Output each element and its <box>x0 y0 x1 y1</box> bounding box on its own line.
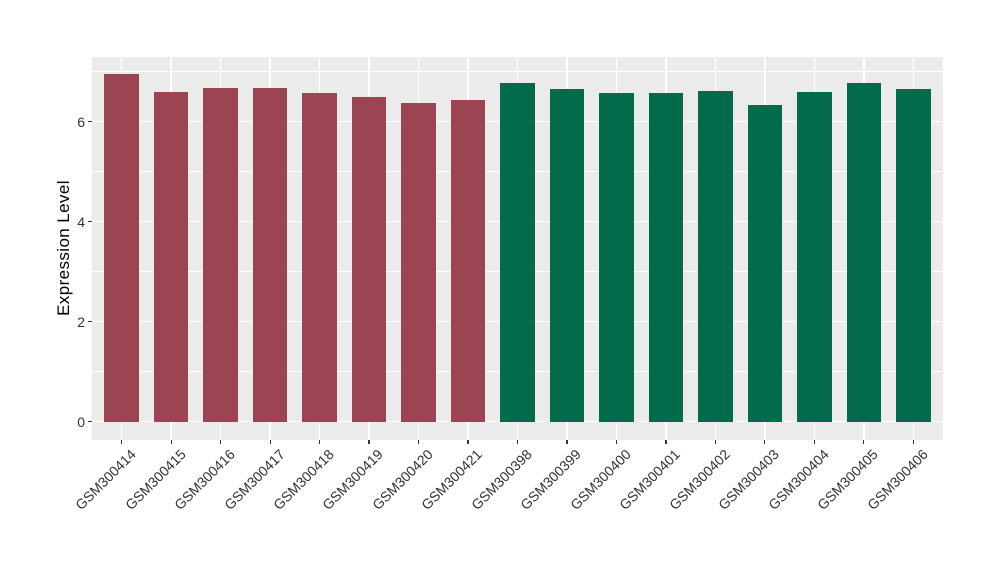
bar-GSM300401 <box>648 92 684 422</box>
y-tick-mark <box>88 220 92 223</box>
bar-GSM300403 <box>747 105 783 422</box>
y-tick-mark <box>88 120 92 123</box>
x-tick-mark <box>615 440 618 444</box>
x-tick-mark <box>912 440 914 444</box>
major-gridline-y <box>92 420 943 423</box>
x-tick-mark <box>170 440 172 444</box>
x-tick-mark <box>665 440 667 444</box>
bar-GSM300421 <box>450 99 486 422</box>
x-tick-mark <box>121 440 123 444</box>
y-tick-label: 6 <box>77 113 85 130</box>
x-tick-mark <box>516 440 519 444</box>
bar-GSM300405 <box>846 82 882 422</box>
bar-GSM300398 <box>500 82 535 422</box>
y-tick-label: 2 <box>77 313 85 330</box>
x-tick-mark <box>813 440 815 444</box>
bar-GSM300400 <box>599 92 634 422</box>
y-tick-label: 4 <box>77 213 85 230</box>
y-tick-mark <box>88 320 92 323</box>
x-tick-mark <box>566 440 568 444</box>
bar-GSM300406 <box>895 88 931 422</box>
x-tick-mark <box>863 440 865 444</box>
bar-GSM300419 <box>351 96 387 422</box>
bar-GSM300418 <box>302 93 337 422</box>
y-axis-title: Expression Level <box>54 180 73 316</box>
y-tick-label: 0 <box>77 413 85 430</box>
bar-GSM300420 <box>401 103 436 422</box>
x-tick-mark <box>269 440 271 444</box>
x-tick-mark <box>764 440 766 444</box>
bar-GSM300416 <box>203 88 238 422</box>
x-tick-mark <box>318 440 321 444</box>
bar-GSM300399 <box>549 89 585 422</box>
bar-GSM300417 <box>252 87 288 422</box>
bar-GSM300414 <box>104 74 139 422</box>
x-tick-mark <box>417 440 420 444</box>
minor-gridline-y <box>92 71 943 72</box>
bar-GSM300404 <box>797 91 832 422</box>
x-tick-mark <box>467 440 469 444</box>
x-tick-mark <box>368 440 370 444</box>
bar-GSM300402 <box>698 91 733 422</box>
x-tick-mark <box>714 440 716 444</box>
y-tick-mark <box>88 420 92 423</box>
plot-panel <box>92 57 943 440</box>
bar-GSM300415 <box>153 92 189 422</box>
x-tick-mark <box>220 440 222 444</box>
